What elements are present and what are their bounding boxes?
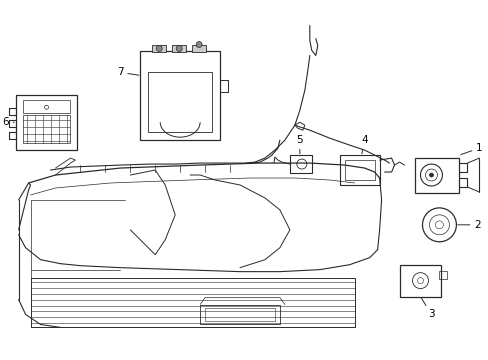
Bar bbox=[192, 45, 205, 53]
Text: 7: 7 bbox=[117, 67, 139, 77]
Bar bbox=[16, 95, 77, 150]
Text: 1: 1 bbox=[460, 143, 482, 155]
Circle shape bbox=[196, 41, 202, 48]
Bar bbox=[22, 100, 70, 113]
Circle shape bbox=[176, 45, 182, 51]
Text: 2: 2 bbox=[457, 220, 480, 230]
Text: 5: 5 bbox=[296, 135, 303, 154]
Bar bbox=[152, 45, 166, 53]
Bar bbox=[344, 160, 374, 180]
Text: 3: 3 bbox=[420, 298, 434, 319]
Bar bbox=[140, 50, 220, 140]
Bar bbox=[399, 265, 441, 297]
Circle shape bbox=[156, 45, 162, 51]
Bar bbox=[339, 155, 379, 185]
Bar bbox=[439, 271, 447, 279]
Bar bbox=[148, 72, 212, 132]
Bar bbox=[204, 307, 274, 321]
Bar bbox=[22, 115, 70, 143]
Bar bbox=[200, 305, 279, 324]
Bar bbox=[172, 45, 186, 53]
Text: 4: 4 bbox=[361, 135, 367, 154]
Text: 6: 6 bbox=[2, 117, 14, 127]
Bar bbox=[414, 158, 458, 193]
Circle shape bbox=[428, 173, 432, 177]
Bar bbox=[289, 155, 311, 173]
